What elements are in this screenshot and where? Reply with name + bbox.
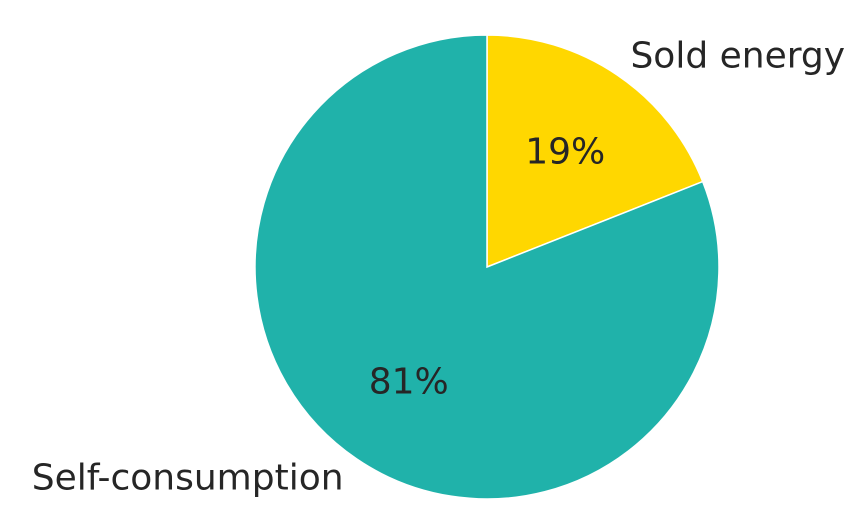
- pie-slices: [254, 34, 720, 500]
- pie-percent-label: 81%: [369, 362, 449, 403]
- pie-labels: 19% Sold energy 81% Self-consumption: [32, 35, 845, 498]
- pie-percent-label: 19%: [525, 131, 605, 172]
- pie-slice-self-consumption: [254, 34, 720, 500]
- pie-category-label: Sold energy: [630, 35, 845, 76]
- pie-category-label: Self-consumption: [32, 458, 344, 499]
- pie-slice-sold-energy: [486, 34, 704, 269]
